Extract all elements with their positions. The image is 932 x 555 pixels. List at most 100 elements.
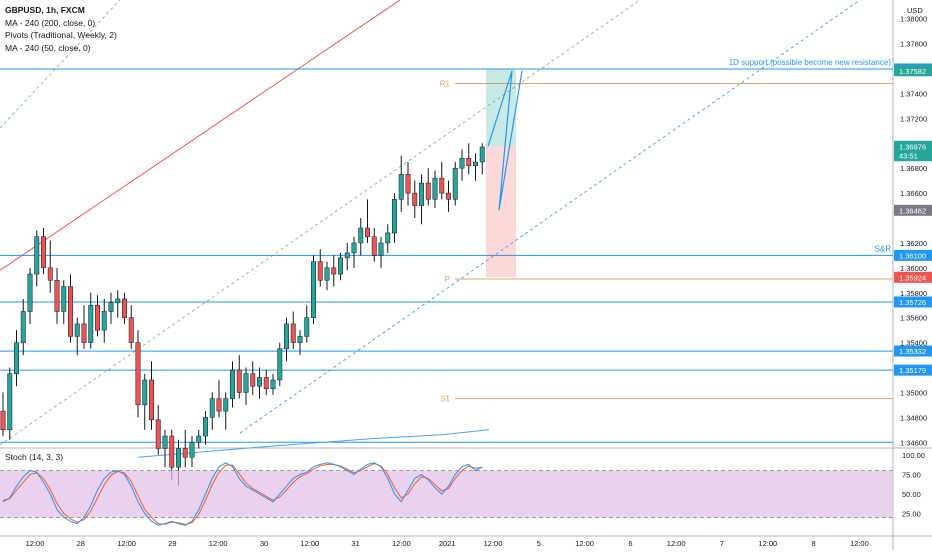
candle-body — [385, 232, 391, 244]
candle-body — [81, 323, 87, 343]
candle-body — [61, 286, 67, 312]
legend-ma200: MA - 240 (200, close, 0) — [5, 17, 96, 28]
candle-body — [41, 236, 46, 269]
candle-body — [14, 342, 19, 374]
stoch-legend: Stoch (14, 3, 3) — [5, 452, 64, 462]
candle — [398, 155, 404, 212]
candle — [14, 330, 19, 387]
candle-body — [189, 442, 195, 458]
candle — [290, 311, 296, 349]
candle-body — [236, 369, 242, 393]
price-tick-label: 1.35000 — [900, 388, 927, 397]
candle — [122, 292, 127, 324]
candle-body — [74, 323, 80, 337]
candle — [425, 168, 431, 206]
candle-body — [27, 273, 33, 312]
candle — [7, 367, 13, 440]
price-tag-bg — [894, 364, 932, 376]
price-tick-label: 1.35800 — [900, 289, 927, 298]
price-tag-label: 1.36976 — [899, 142, 926, 151]
pivot-label: S1 — [440, 395, 450, 404]
candle-body — [398, 174, 404, 200]
candle-body — [311, 261, 316, 318]
price-tag-bg — [894, 204, 932, 216]
candle — [317, 249, 323, 287]
stoch-k-line — [2, 462, 483, 526]
sr-annotation: S&R — [875, 244, 892, 253]
price-tick-label: 1.38000 — [900, 15, 927, 24]
candle — [0, 392, 6, 437]
candle-body — [270, 379, 276, 389]
candle-body — [20, 311, 26, 343]
time-tick-label: 29 — [168, 539, 176, 548]
candle — [182, 429, 188, 468]
candle — [466, 143, 472, 175]
time-tick-label: 12:00 — [575, 539, 594, 548]
price-tag-bg — [894, 65, 932, 77]
plot-background — [0, 0, 893, 550]
candle-body — [243, 373, 249, 393]
candle-body — [466, 157, 472, 166]
stop-loss-zone — [486, 146, 516, 278]
candle-body — [351, 242, 357, 254]
candle-body — [203, 417, 208, 437]
candle-body — [338, 257, 343, 275]
candle — [155, 404, 161, 455]
candle — [311, 255, 316, 324]
price-tick-label: 1.35400 — [900, 339, 927, 348]
price-tick-label: 1.36800 — [900, 164, 927, 173]
candle-body — [365, 227, 370, 237]
projection-arrow — [487, 70, 523, 211]
candle-body — [392, 199, 397, 234]
candle-body — [0, 410, 6, 431]
candle-body — [7, 373, 13, 431]
candle — [473, 153, 478, 181]
candle-body — [88, 304, 94, 343]
channel-line-blue — [239, 0, 861, 434]
price-tag: 1.36976 — [894, 140, 932, 152]
candle-body — [68, 286, 73, 337]
price-tag: 1.36462 — [894, 204, 932, 216]
time-tick-label: 2021 — [439, 539, 456, 548]
time-tick-label: 8 — [812, 539, 816, 548]
candle — [385, 224, 391, 253]
price-tag-bg — [894, 249, 932, 261]
candle — [452, 161, 458, 206]
candle — [230, 361, 235, 408]
candle — [27, 267, 33, 324]
symbol-title: GBPUSD, 1h, FXCM — [5, 5, 85, 15]
price-tag: 1.35179 — [894, 364, 932, 376]
candle — [108, 292, 114, 324]
candle-body — [371, 236, 377, 256]
time-tick-label: 7 — [720, 539, 724, 548]
currency-label: USD — [907, 6, 923, 15]
candle — [446, 180, 451, 212]
time-tick-label: 12:00 — [850, 539, 869, 548]
candle — [297, 330, 303, 356]
price-tick-label: 1.34600 — [900, 438, 927, 447]
stoch-tick-label: 100.00 — [902, 451, 925, 460]
candle-body — [216, 398, 222, 412]
candle-body — [358, 227, 364, 244]
candle-body — [257, 377, 262, 387]
candle-body — [473, 161, 478, 166]
price-tag-bg — [894, 140, 932, 152]
candle-body — [162, 435, 168, 449]
candle — [216, 379, 222, 418]
candle-body — [182, 448, 188, 458]
candle — [236, 355, 242, 399]
channel-line-green-lower — [0, 0, 641, 446]
price-tag-label: 1.37582 — [899, 67, 926, 76]
candle-body — [452, 167, 458, 200]
candle-body — [331, 267, 337, 275]
price-tag-bg — [894, 296, 932, 308]
candle — [304, 305, 310, 343]
candle — [209, 392, 215, 430]
price-tag: 1.35726 — [894, 296, 932, 308]
stoch-tick-label: 25.00 — [902, 510, 921, 519]
candle-body — [284, 323, 289, 350]
candle — [419, 174, 424, 225]
time-tick-label: 12:00 — [209, 539, 228, 548]
